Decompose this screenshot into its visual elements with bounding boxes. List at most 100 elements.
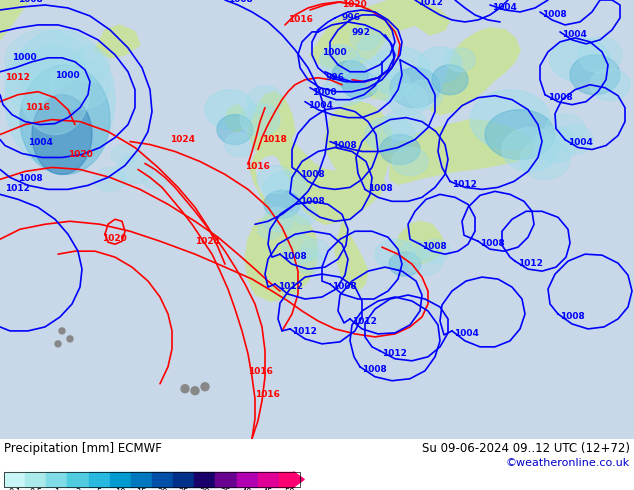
Text: 1008: 1008 [480, 239, 505, 248]
Text: 1020: 1020 [342, 0, 366, 9]
Text: 1: 1 [55, 488, 60, 490]
Bar [152, 472, 173, 487]
Polygon shape [263, 172, 307, 207]
Circle shape [59, 328, 65, 334]
Text: 1008: 1008 [300, 197, 325, 206]
Polygon shape [335, 220, 368, 291]
Polygon shape [95, 25, 140, 58]
Text: 1012: 1012 [292, 327, 317, 336]
Text: 35: 35 [221, 488, 231, 490]
Polygon shape [282, 235, 318, 263]
Polygon shape [375, 239, 415, 269]
Polygon shape [578, 37, 622, 73]
Polygon shape [370, 69, 410, 100]
Bar [131, 472, 152, 487]
Polygon shape [390, 120, 535, 184]
Text: 1008: 1008 [228, 0, 253, 4]
Polygon shape [225, 133, 255, 156]
Polygon shape [111, 145, 139, 165]
Text: 1020: 1020 [102, 234, 127, 243]
Bar [194, 472, 216, 487]
Polygon shape [395, 221, 445, 264]
Text: 1008: 1008 [18, 0, 42, 4]
Text: 40: 40 [242, 488, 252, 490]
Polygon shape [323, 74, 367, 106]
Text: 1008: 1008 [282, 252, 307, 261]
Text: 1012: 1012 [278, 282, 303, 291]
Polygon shape [430, 28, 520, 115]
Circle shape [67, 336, 73, 342]
Polygon shape [533, 126, 577, 163]
Polygon shape [250, 135, 385, 224]
Text: 1012: 1012 [418, 0, 443, 7]
Polygon shape [392, 147, 428, 175]
Polygon shape [590, 69, 630, 100]
Polygon shape [343, 58, 373, 82]
Polygon shape [357, 35, 393, 65]
Polygon shape [258, 220, 282, 239]
Polygon shape [365, 75, 395, 99]
Polygon shape [570, 55, 620, 95]
Bar [67, 472, 89, 487]
Polygon shape [470, 90, 550, 149]
Text: 1008: 1008 [332, 141, 357, 149]
Text: 1008: 1008 [422, 242, 447, 251]
Polygon shape [389, 252, 421, 276]
Text: 0.5: 0.5 [29, 488, 42, 490]
Polygon shape [50, 60, 110, 110]
Text: Precipitation [mm] ECMWF: Precipitation [mm] ECMWF [4, 441, 162, 455]
Polygon shape [293, 204, 317, 224]
Polygon shape [240, 104, 280, 136]
Polygon shape [502, 127, 558, 172]
Polygon shape [342, 71, 378, 98]
Polygon shape [445, 48, 475, 72]
Text: 996: 996 [342, 13, 361, 22]
Text: 0.1: 0.1 [8, 488, 21, 490]
Text: 25: 25 [178, 488, 189, 490]
Bar [4, 472, 300, 487]
Polygon shape [350, 26, 380, 50]
Polygon shape [320, 45, 360, 75]
Polygon shape [245, 211, 318, 301]
Circle shape [55, 341, 61, 347]
Text: 1008: 1008 [300, 171, 325, 179]
Text: 1016: 1016 [245, 163, 270, 172]
Polygon shape [310, 0, 450, 70]
Polygon shape [485, 110, 555, 159]
Text: 1012: 1012 [452, 180, 477, 189]
Polygon shape [407, 247, 443, 275]
Polygon shape [264, 191, 300, 218]
Text: 50: 50 [284, 488, 295, 490]
Text: 5: 5 [96, 488, 102, 490]
Polygon shape [325, 101, 392, 189]
Text: 1024: 1024 [195, 237, 220, 246]
Text: 1008: 1008 [332, 282, 357, 291]
Polygon shape [557, 124, 593, 154]
Polygon shape [70, 47, 110, 83]
Polygon shape [390, 68, 440, 108]
Polygon shape [520, 140, 570, 179]
Bar [89, 472, 110, 487]
Polygon shape [257, 166, 293, 194]
Text: 992: 992 [352, 28, 371, 37]
Polygon shape [5, 30, 85, 90]
Polygon shape [248, 92, 295, 156]
Polygon shape [420, 239, 450, 263]
Polygon shape [263, 207, 293, 231]
Circle shape [191, 387, 199, 395]
Polygon shape [370, 47, 430, 97]
Text: 1018: 1018 [262, 135, 287, 144]
Text: ©weatheronline.co.uk: ©weatheronline.co.uk [506, 458, 630, 468]
Circle shape [201, 383, 209, 391]
Text: 1004: 1004 [562, 30, 587, 39]
Bar [257, 472, 279, 487]
Text: 1008: 1008 [368, 184, 392, 194]
Polygon shape [143, 170, 167, 189]
Bar [4, 472, 25, 487]
Text: Su 09-06-2024 09..12 UTC (12+72): Su 09-06-2024 09..12 UTC (12+72) [422, 441, 630, 455]
Text: 1016: 1016 [248, 367, 273, 376]
Text: 1004: 1004 [454, 329, 479, 338]
Text: 1008: 1008 [548, 93, 573, 101]
Bar [216, 472, 236, 487]
Polygon shape [32, 95, 92, 174]
